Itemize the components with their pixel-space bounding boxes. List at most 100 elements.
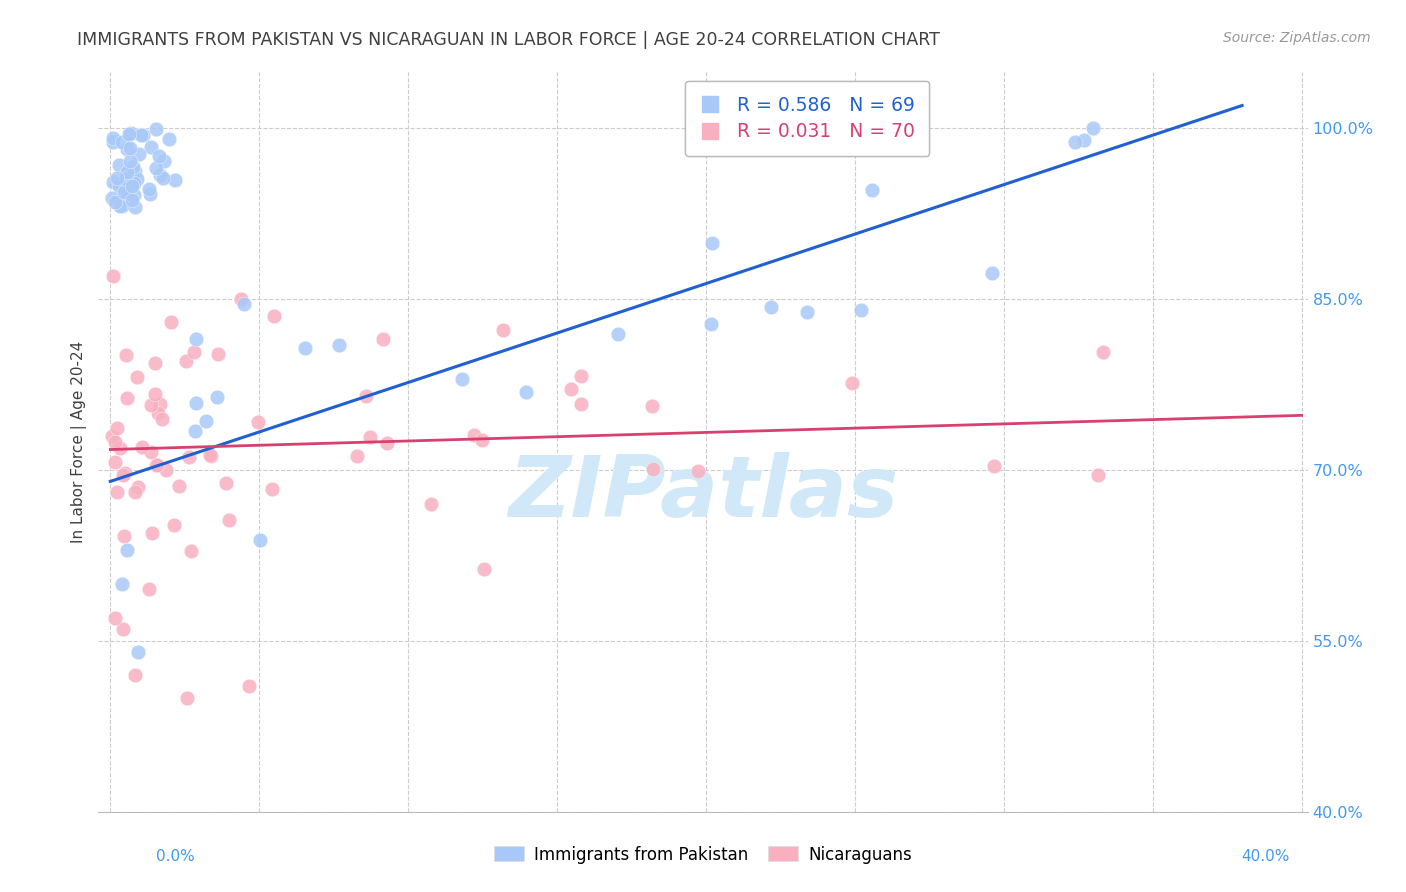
Point (114, 466, 136, 480)
Point (138, 182, 160, 196)
Point (186, 396, 208, 410)
Point (124, 485, 146, 500)
Point (115, 186, 138, 200)
Point (1073, 133, 1095, 147)
Point (641, 399, 664, 413)
Point (560, 382, 582, 396)
Point (101, 175, 124, 189)
Text: 40.0%: 40.0% (1241, 849, 1289, 864)
Point (111, 199, 134, 213)
Point (167, 479, 190, 493)
Point (983, 459, 1005, 474)
Text: Source: ZipAtlas.com: Source: ZipAtlas.com (1223, 31, 1371, 45)
Point (115, 165, 138, 179)
Point (124, 668, 146, 682)
Point (111, 623, 134, 637)
Point (101, 269, 124, 284)
Point (354, 389, 377, 403)
Point (176, 690, 198, 705)
Point (124, 176, 146, 190)
Point (1064, 135, 1087, 149)
Point (328, 338, 350, 352)
Point (150, 411, 173, 425)
Point (263, 309, 285, 323)
Point (104, 195, 127, 210)
Point (125, 369, 148, 384)
Point (233, 296, 256, 310)
Point (491, 323, 513, 337)
Point (163, 517, 186, 532)
Point (120, 141, 142, 155)
Point (121, 178, 143, 193)
Point (122, 188, 145, 202)
Point (143, 386, 166, 401)
Point (1087, 467, 1109, 482)
Point (115, 171, 138, 186)
Text: IMMIGRANTS FROM PAKISTAN VS NICARAGUAN IN LABOR FORCE | AGE 20-24 CORRELATION CH: IMMIGRANTS FROM PAKISTAN VS NICARAGUAN I… (77, 31, 941, 49)
Point (451, 372, 474, 386)
Point (104, 455, 127, 469)
Point (141, 525, 163, 540)
Point (155, 463, 177, 477)
Point (108, 179, 131, 194)
Point (121, 193, 143, 207)
Point (860, 183, 883, 197)
Point (838, 121, 860, 136)
Point (1092, 344, 1115, 359)
Point (145, 161, 167, 175)
Y-axis label: In Labor Force | Age 20-24: In Labor Force | Age 20-24 (72, 341, 87, 542)
Point (359, 430, 381, 444)
Point (143, 356, 166, 370)
Point (131, 440, 153, 454)
Point (184, 331, 207, 345)
Point (420, 497, 443, 511)
Point (128, 147, 150, 161)
Point (104, 611, 127, 625)
Point (107, 158, 129, 172)
Point (238, 680, 260, 694)
Point (641, 461, 664, 475)
Point (247, 416, 270, 430)
Point (463, 427, 485, 442)
Point (107, 170, 129, 185)
Text: ZIPatlas: ZIPatlas (508, 452, 898, 535)
Point (249, 533, 271, 548)
Point (145, 122, 167, 136)
Point (101, 191, 124, 205)
Point (122, 160, 145, 174)
Point (127, 645, 149, 659)
Legend:   R = 0.586   N = 69,   R = 0.031   N = 70: R = 0.586 N = 69, R = 0.031 N = 70 (685, 81, 929, 156)
Point (294, 341, 316, 355)
Point (472, 562, 495, 576)
Point (183, 344, 205, 359)
Legend: Immigrants from Pakistan, Nicaraguans: Immigrants from Pakistan, Nicaraguans (488, 839, 918, 871)
Point (115, 142, 138, 156)
Point (108, 199, 131, 213)
Point (571, 396, 593, 410)
Point (184, 425, 207, 439)
Point (138, 582, 160, 596)
Point (118, 153, 141, 168)
Point (125, 172, 148, 186)
Point (688, 464, 710, 478)
Point (759, 300, 782, 314)
Point (114, 348, 136, 362)
Point (195, 414, 218, 428)
Point (118, 128, 141, 142)
Point (145, 458, 167, 473)
Point (262, 482, 284, 496)
Point (207, 391, 229, 405)
Point (101, 131, 124, 145)
Point (112, 529, 135, 543)
Point (139, 445, 162, 459)
Point (101, 429, 124, 443)
Point (157, 132, 180, 146)
Point (120, 126, 142, 140)
Point (108, 441, 131, 455)
Point (124, 200, 146, 214)
Point (371, 332, 394, 346)
Point (200, 449, 222, 463)
Point (153, 153, 176, 168)
Point (841, 376, 863, 391)
Point (112, 185, 135, 199)
